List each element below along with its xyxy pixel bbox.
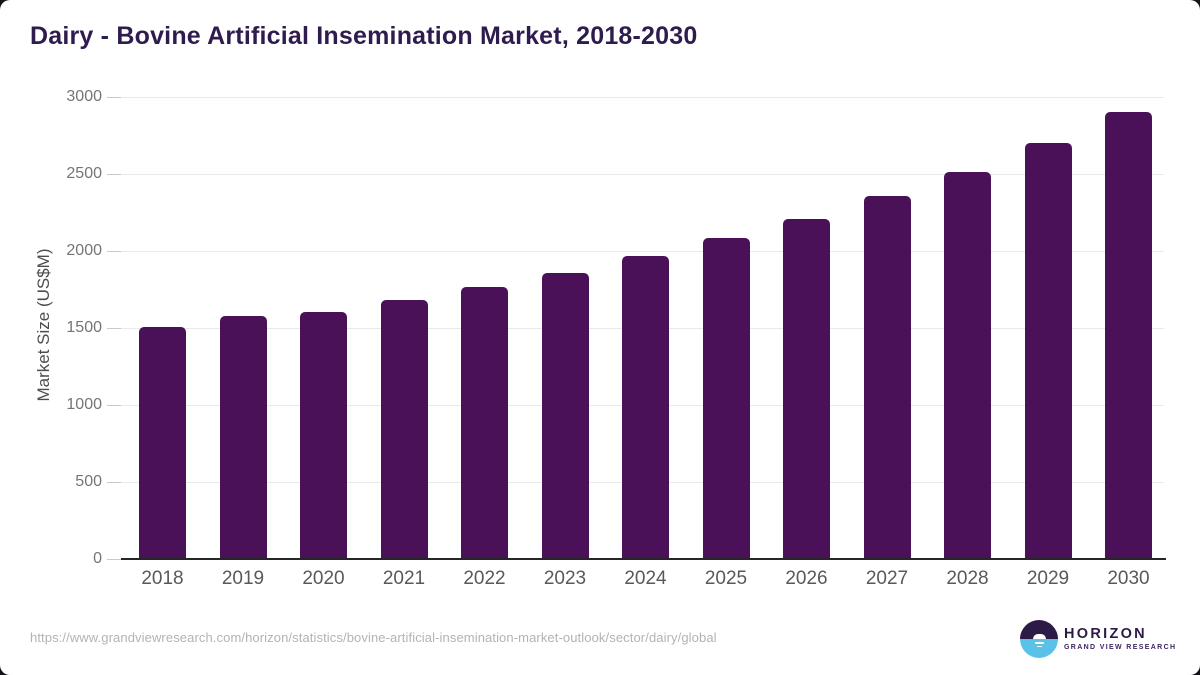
y-tick-mark xyxy=(107,251,121,252)
y-tick-label: 1500 xyxy=(66,319,102,336)
x-tick-label: 2026 xyxy=(785,568,828,589)
sun-reflection-line xyxy=(1034,641,1044,644)
bar-2018[interactable] xyxy=(139,327,186,559)
grid-line xyxy=(121,251,1164,252)
x-tick-label: 2024 xyxy=(624,568,667,589)
horizon-logo: HORIZON GRAND VIEW RESEARCH xyxy=(1020,620,1176,658)
bar-2026[interactable] xyxy=(783,218,830,559)
y-tick-mark xyxy=(107,328,121,329)
y-tick-mark xyxy=(107,174,121,175)
x-tick-label: 2025 xyxy=(704,568,748,589)
y-tick-mark xyxy=(107,97,121,98)
horizon-sun-icon xyxy=(1020,620,1058,658)
bar-2029[interactable] xyxy=(1024,143,1072,559)
sun-dome-shape xyxy=(1032,633,1046,639)
bar-2028[interactable] xyxy=(944,171,991,559)
y-tick-label: 3000 xyxy=(66,88,102,105)
logo-name: HORIZON xyxy=(1064,625,1147,642)
bar-2024[interactable] xyxy=(622,256,669,559)
y-tick-label: 2000 xyxy=(66,242,102,259)
x-tick-label: 2020 xyxy=(302,568,345,589)
x-tick-label: 2030 xyxy=(1107,568,1150,589)
y-tick-mark xyxy=(107,559,121,560)
bar-2021[interactable] xyxy=(380,299,428,559)
y-tick-mark xyxy=(107,405,121,406)
logo-text: HORIZON GRAND VIEW RESEARCH xyxy=(1064,625,1177,652)
x-tick-label: 2021 xyxy=(382,568,426,589)
x-tick-label: 2027 xyxy=(865,568,909,589)
bar-2027[interactable] xyxy=(863,196,911,559)
bar-2025[interactable] xyxy=(702,237,750,559)
y-tick-label: 1000 xyxy=(66,396,102,413)
grid-line xyxy=(121,174,1164,175)
y-tick-label: 500 xyxy=(75,473,102,490)
x-tick-label: 2023 xyxy=(543,568,587,589)
x-tick-label: 2022 xyxy=(463,568,506,589)
chart-title: Dairy - Bovine Artificial Insemination M… xyxy=(30,22,698,50)
bar-2030[interactable] xyxy=(1105,111,1152,559)
x-tick-label: 2018 xyxy=(141,568,184,589)
y-tick-label: 0 xyxy=(93,550,102,567)
y-tick-label: 2500 xyxy=(66,165,102,182)
source-url: https://www.grandviewresearch.com/horizo… xyxy=(30,630,717,645)
x-tick-label: 2029 xyxy=(1026,568,1070,589)
y-tick-mark xyxy=(107,482,121,483)
bar-2023[interactable] xyxy=(541,272,589,559)
x-tick-label: 2019 xyxy=(221,568,265,589)
bar-2022[interactable] xyxy=(461,287,508,559)
bar-2019[interactable] xyxy=(219,315,267,559)
x-tick-label: 2028 xyxy=(946,568,989,589)
logo-subtitle: GRAND VIEW RESEARCH xyxy=(1064,643,1177,651)
x-axis-line xyxy=(121,558,1166,560)
y-axis-title: Market Size (US$M) xyxy=(34,248,53,402)
sun-reflection-line xyxy=(1036,645,1042,648)
bar-2020[interactable] xyxy=(300,311,347,559)
grid-line xyxy=(121,97,1164,98)
